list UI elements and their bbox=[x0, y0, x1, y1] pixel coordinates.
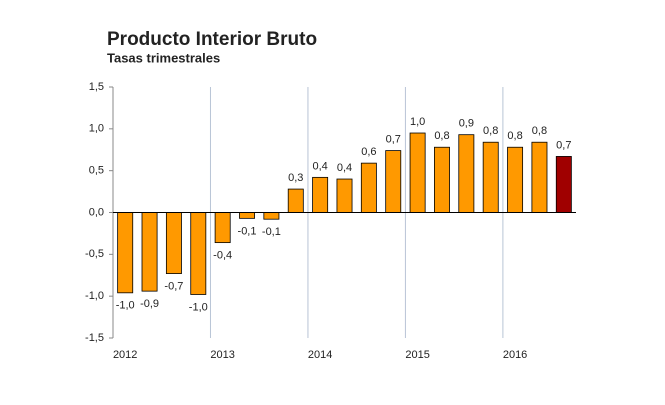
y-tick-label: 1,5 bbox=[89, 81, 104, 93]
data-label: 0,4 bbox=[337, 162, 352, 174]
x-tick-label: 2015 bbox=[405, 349, 429, 361]
bar bbox=[214, 212, 231, 244]
bar bbox=[141, 212, 158, 292]
data-label: -1,0 bbox=[116, 300, 135, 312]
x-tick-label: 2012 bbox=[113, 349, 137, 361]
bar bbox=[117, 212, 134, 294]
bar bbox=[482, 141, 499, 213]
bar bbox=[507, 146, 524, 213]
data-label: 0,7 bbox=[556, 139, 571, 151]
bar bbox=[434, 146, 450, 213]
x-tick-label: 2016 bbox=[503, 349, 527, 361]
y-tick-label: -0,5 bbox=[85, 248, 104, 260]
bar bbox=[239, 212, 255, 219]
chart-subtitle: Tasas trimestrales bbox=[107, 50, 220, 65]
data-label: 0,7 bbox=[386, 133, 401, 145]
data-label: 0,9 bbox=[459, 118, 474, 130]
bar bbox=[385, 150, 402, 213]
bar bbox=[458, 134, 475, 213]
bar bbox=[336, 178, 353, 213]
y-tick-label: -1,5 bbox=[85, 332, 104, 344]
data-label: -0,4 bbox=[213, 250, 232, 262]
data-label: -0,7 bbox=[164, 280, 183, 292]
y-tick-label: 1,0 bbox=[89, 123, 104, 135]
data-label: 0,3 bbox=[288, 172, 303, 184]
data-label: -0,1 bbox=[238, 225, 257, 237]
data-label: -1,0 bbox=[189, 301, 208, 313]
data-label: -0,9 bbox=[140, 298, 159, 310]
data-label: 1,0 bbox=[410, 116, 425, 128]
chart-title: Producto Interior Bruto bbox=[107, 29, 317, 50]
bar bbox=[263, 212, 280, 220]
bar bbox=[409, 132, 426, 213]
y-tick-label: 0,5 bbox=[89, 165, 104, 177]
data-label: 0,8 bbox=[434, 130, 449, 142]
bar bbox=[165, 212, 182, 274]
bar bbox=[287, 188, 304, 213]
bar bbox=[360, 162, 377, 213]
bar bbox=[190, 212, 207, 295]
data-label: -0,1 bbox=[262, 226, 281, 238]
x-tick-label: 2014 bbox=[308, 349, 332, 361]
y-tick-label: 0,0 bbox=[89, 206, 104, 218]
bar bbox=[555, 156, 572, 213]
bar bbox=[531, 141, 548, 213]
data-label: 0,8 bbox=[483, 125, 498, 137]
data-label: 0,8 bbox=[507, 130, 522, 142]
data-label: 0,6 bbox=[361, 146, 376, 158]
data-label: 0,4 bbox=[312, 160, 327, 172]
bar bbox=[312, 176, 329, 213]
y-tick-label: -1,0 bbox=[85, 290, 104, 302]
data-label: 0,8 bbox=[532, 125, 547, 137]
x-tick-label: 2013 bbox=[210, 349, 234, 361]
